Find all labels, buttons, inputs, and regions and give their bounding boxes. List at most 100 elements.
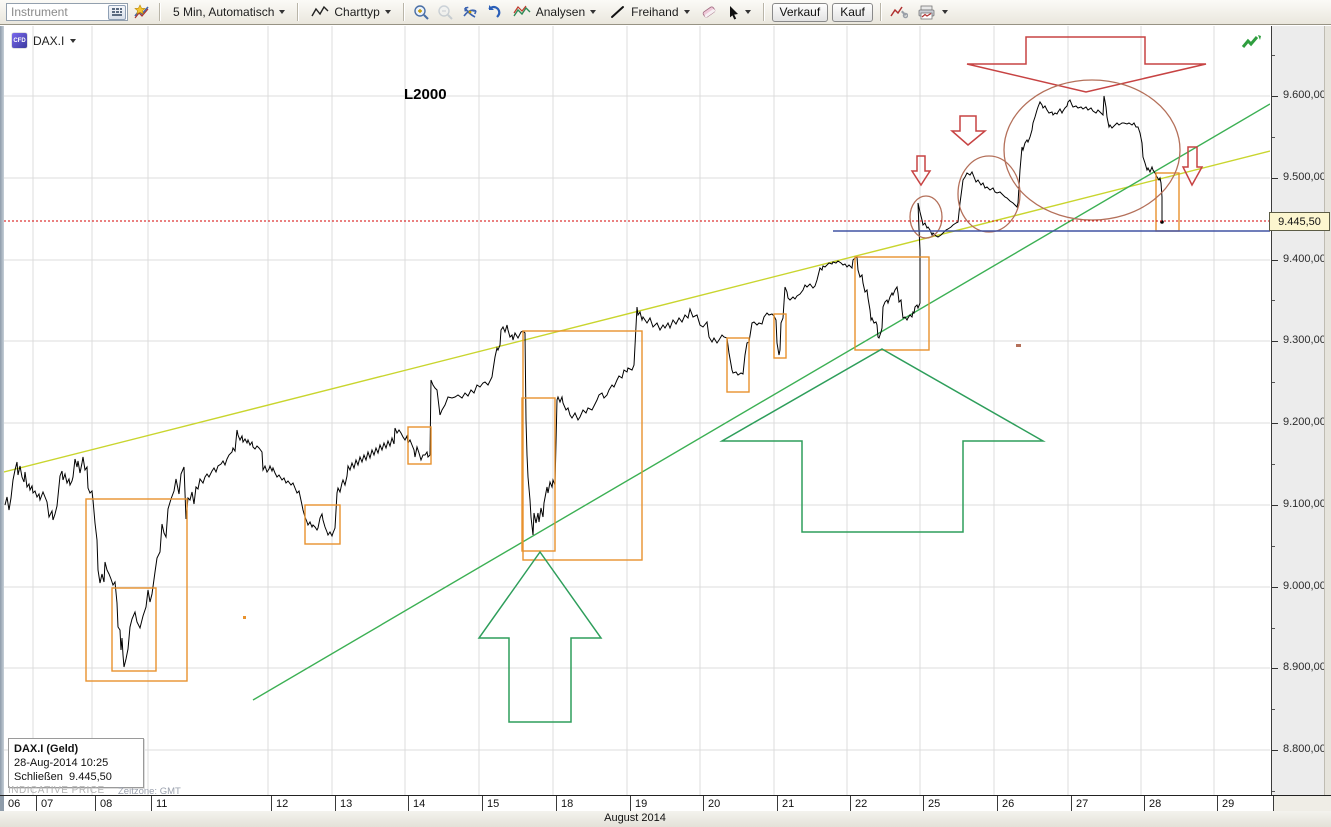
- price-minor-tick: [1272, 55, 1275, 56]
- price-tick: [1272, 178, 1278, 179]
- indicative-price-label: INDICATIVE PRICE: [8, 785, 105, 796]
- day-cell: 12: [272, 796, 336, 812]
- day-cell: 19: [631, 796, 704, 812]
- chevron-down-icon: [744, 10, 751, 14]
- orange-annotation-box[interactable]: [726, 337, 750, 393]
- zoom-out-icon[interactable]: [436, 2, 456, 22]
- chevron-down-icon: [384, 10, 391, 14]
- price-minor-tick: [1272, 709, 1275, 710]
- price-axis-label: 9.500,00: [1283, 171, 1326, 183]
- day-cell: 18: [557, 796, 631, 812]
- chart-settings-icon[interactable]: [889, 2, 909, 22]
- toolbar-separator: [159, 3, 161, 21]
- toolbar-separator: [762, 3, 765, 21]
- toolbar-separator: [297, 3, 300, 21]
- cursor-tool-dropdown[interactable]: [723, 3, 756, 22]
- cursor-arrow-icon: [729, 5, 738, 19]
- chart-annotation-text: L2000: [404, 86, 447, 103]
- info-box-close: Schließen 9.445,50: [14, 770, 138, 784]
- chart-region: CFD DAX.I L2000 9.600,00 9.500,00 9.400,00…: [0, 26, 1331, 797]
- quote-info-box: DAX.I (Geld) 28-Aug-2014 10:25 Schließen…: [8, 738, 144, 788]
- price-tick: [1272, 341, 1278, 342]
- favorite-chart-icon[interactable]: [132, 2, 152, 22]
- instrument-lookup-button[interactable]: [108, 5, 126, 20]
- instrument-search: [6, 3, 128, 21]
- price-axis-label: 9.000,00: [1283, 580, 1326, 592]
- instrument-input[interactable]: [6, 3, 128, 21]
- price-axis-label: 9.300,00: [1283, 334, 1326, 346]
- price-axis-label: 9.200,00: [1283, 416, 1326, 428]
- price-axis[interactable]: 9.600,00 9.500,00 9.400,00 9.300,00 9.200,00…: [1271, 26, 1331, 795]
- red-down-arrow[interactable]: [910, 155, 932, 187]
- date-axis[interactable]: 06 07 08 11 12 13 14 15 18 19 20 21 22 25 26 27 28 29: [0, 795, 1331, 812]
- price-tick: [1272, 96, 1278, 97]
- eraser-icon[interactable]: [699, 2, 719, 22]
- line-chart-icon: [311, 5, 329, 17]
- orange-annotation-box[interactable]: [1155, 172, 1180, 232]
- red-down-arrow[interactable]: [1181, 146, 1204, 187]
- orange-annotation-box[interactable]: [773, 313, 787, 359]
- orange-annotation-box[interactable]: [304, 504, 341, 545]
- green-up-arrow[interactable]: [719, 348, 1046, 533]
- brick-dot: [1016, 344, 1021, 347]
- annotation-circle[interactable]: [1003, 79, 1181, 221]
- day-cell: 13: [336, 796, 409, 812]
- window-edge: [1324, 26, 1331, 795]
- month-label: August 2014: [604, 812, 666, 824]
- trend-up-icon: [1240, 34, 1262, 57]
- price-minor-tick: [1272, 300, 1275, 301]
- chevron-down-icon: [70, 38, 77, 43]
- price-axis-label: 9.400,00: [1283, 253, 1326, 265]
- charttype-label: Charttyp: [334, 5, 380, 19]
- freehand-dropdown[interactable]: Freihand: [605, 3, 694, 21]
- price-axis-label: 9.100,00: [1283, 498, 1326, 510]
- day-cell: 07: [37, 796, 96, 812]
- pan-chart-icon[interactable]: [460, 2, 480, 22]
- price-axis-label: 8.900,00: [1283, 661, 1326, 673]
- price-minor-tick: [1272, 464, 1275, 465]
- day-cell: 08: [96, 796, 152, 812]
- price-tick: [1272, 668, 1278, 669]
- zoom-in-icon[interactable]: [412, 2, 432, 22]
- chevron-down-icon: [683, 10, 690, 14]
- price-tick: [1272, 750, 1278, 751]
- close-value: 9.445,50: [69, 771, 112, 783]
- price-tick: [1272, 505, 1278, 506]
- orange-annotation-box[interactable]: [111, 587, 157, 672]
- price-tick: [1272, 260, 1278, 261]
- chevron-down-icon: [590, 10, 597, 14]
- date-axis-corner: [1274, 796, 1331, 811]
- price-axis-label: 8.800,00: [1283, 743, 1326, 755]
- date-axis-left-pad: [0, 796, 4, 811]
- day-cell: 14: [409, 796, 483, 812]
- buy-button[interactable]: Kauf: [832, 2, 873, 22]
- green-up-arrow[interactable]: [477, 550, 603, 723]
- price-chart-plot[interactable]: [4, 26, 1270, 795]
- green-trendline[interactable]: [252, 103, 1270, 701]
- orange-annotation-box[interactable]: [854, 256, 930, 351]
- red-down-arrow[interactable]: [950, 115, 988, 146]
- sell-button[interactable]: Verkauf: [771, 2, 829, 22]
- day-cell: 21: [778, 796, 851, 812]
- analyses-label: Analysen: [535, 5, 586, 19]
- orange-annotation-box[interactable]: [522, 330, 643, 561]
- charttype-dropdown[interactable]: Charttyp: [306, 3, 395, 21]
- day-cell: 22: [851, 796, 924, 812]
- symbol-selector[interactable]: CFD DAX.I: [12, 33, 77, 48]
- printer-icon: [918, 5, 935, 19]
- timeframe-label: 5 Min, Automatisch: [173, 5, 275, 19]
- orange-annotation-box[interactable]: [521, 397, 556, 552]
- print-chart-dropdown[interactable]: [913, 3, 953, 22]
- timeframe-dropdown[interactable]: 5 Min, Automatisch: [168, 3, 290, 21]
- annotation-circle[interactable]: [957, 155, 1021, 233]
- orange-dot: [243, 616, 246, 619]
- orange-annotation-box[interactable]: [407, 426, 432, 465]
- analyses-dropdown[interactable]: Analysen: [508, 3, 601, 21]
- price-minor-tick: [1272, 137, 1275, 138]
- annotation-circle[interactable]: [909, 195, 943, 239]
- undo-icon[interactable]: [484, 2, 504, 22]
- orange-annotation-box[interactable]: [85, 498, 188, 682]
- day-cell: 11: [152, 796, 272, 812]
- plot-left-border: [0, 26, 4, 795]
- red-down-arrow[interactable]: [966, 36, 1207, 93]
